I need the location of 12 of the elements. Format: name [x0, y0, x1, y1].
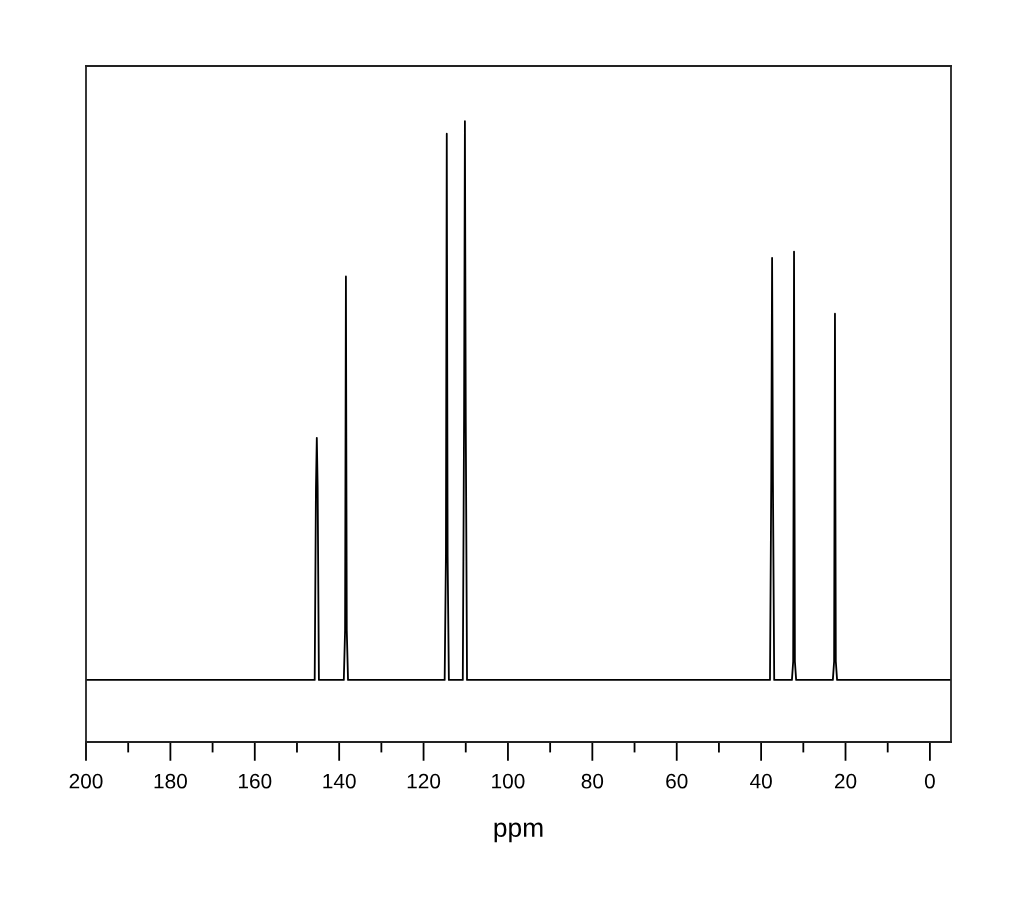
x-tick-label: 60 — [666, 773, 688, 789]
x-tick-label: 0 — [924, 773, 935, 789]
x-tick-label: 20 — [834, 773, 857, 789]
x-tick-label: 120 — [407, 773, 441, 789]
x-tick-label: 80 — [581, 773, 604, 789]
x-tick-label: 100 — [492, 773, 525, 789]
x-tick-label: 160 — [238, 773, 272, 789]
x-tick-label: 200 — [69, 773, 103, 789]
x-tick-label: 140 — [323, 773, 356, 789]
x-axis-title: ppm — [494, 822, 543, 843]
x-tick-label: 180 — [154, 773, 187, 789]
x-tick-label: 40 — [750, 773, 772, 789]
